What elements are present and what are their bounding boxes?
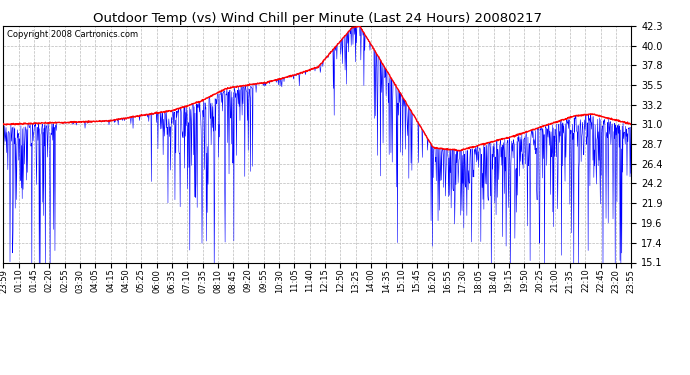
Title: Outdoor Temp (vs) Wind Chill per Minute (Last 24 Hours) 20080217: Outdoor Temp (vs) Wind Chill per Minute … [93,12,542,25]
Text: Copyright 2008 Cartronics.com: Copyright 2008 Cartronics.com [7,30,138,39]
